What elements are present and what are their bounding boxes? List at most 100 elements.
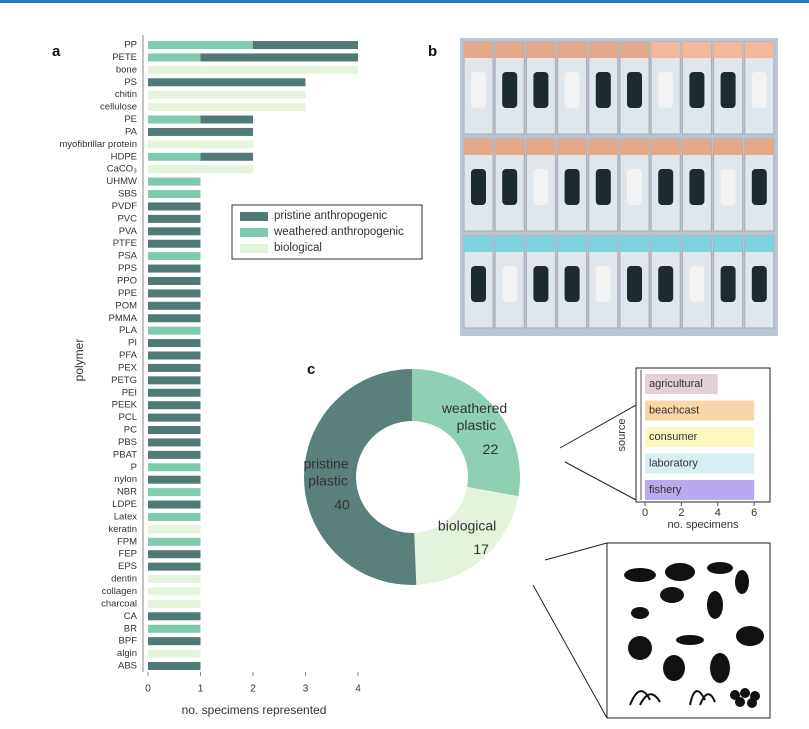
y-axis-label: source — [616, 418, 628, 451]
bar — [148, 426, 201, 435]
slide-tab — [620, 236, 649, 252]
bar — [148, 289, 201, 298]
x-tick-label: 3 — [303, 684, 309, 695]
bar-label: fishery — [649, 484, 682, 496]
specimen — [627, 72, 642, 108]
connector — [532, 584, 608, 719]
y-tick-label: bone — [116, 64, 137, 75]
bar — [148, 65, 358, 74]
specimen — [689, 266, 705, 302]
y-tick-label: PI — [128, 338, 137, 349]
slide-tab — [682, 236, 712, 252]
y-tick-label: EPS — [118, 561, 137, 572]
slide-tab — [744, 42, 774, 58]
bar-label: beachcast — [649, 404, 699, 416]
specimen — [564, 72, 580, 108]
specimen — [533, 72, 549, 108]
connector — [559, 404, 637, 449]
y-tick-label: PBAT — [113, 449, 137, 460]
specimen — [627, 266, 642, 302]
bar — [645, 374, 718, 394]
y-tick-label: PPS — [118, 263, 137, 274]
specimen — [627, 169, 642, 205]
segment-label: biological — [438, 517, 496, 533]
bar — [148, 562, 201, 571]
y-tick-label: PEX — [118, 362, 138, 373]
specimen — [751, 72, 767, 108]
top-rule — [0, 0, 809, 3]
specimen — [502, 72, 518, 108]
y-tick-label: PPO — [117, 275, 137, 286]
bar — [148, 78, 306, 87]
segment-label: pristine plastic — [304, 455, 353, 488]
bar-label: agricultural — [649, 378, 703, 390]
bar — [148, 376, 201, 385]
y-tick-label: dentin — [111, 574, 137, 585]
bar — [148, 463, 201, 472]
bar — [645, 480, 755, 500]
specimen — [720, 169, 736, 205]
bar — [148, 500, 201, 509]
y-tick-label: PEI — [122, 387, 137, 398]
bar — [645, 400, 755, 421]
y-tick-label: PS — [124, 77, 137, 88]
bar — [148, 363, 201, 372]
y-tick-label: algin — [117, 648, 137, 659]
x-tick-label: 4 — [355, 684, 361, 695]
bar — [148, 475, 201, 484]
bar — [200, 152, 253, 161]
bar — [148, 53, 201, 62]
specimen — [502, 266, 518, 302]
slide-tab — [620, 42, 649, 58]
connector — [564, 461, 637, 501]
bar — [148, 575, 201, 584]
bar — [200, 115, 253, 124]
bar — [148, 450, 201, 459]
y-tick-label: CA — [124, 611, 138, 622]
specimen — [720, 266, 736, 302]
y-tick-label: ABS — [118, 661, 137, 672]
slide-tab — [526, 139, 556, 155]
slide-tab — [588, 42, 618, 58]
bar — [148, 438, 201, 447]
segment-label: weathered plastic — [441, 400, 511, 433]
x-tick-label: 0 — [145, 684, 151, 695]
slide-tab — [744, 236, 774, 252]
specimen — [595, 72, 611, 108]
y-tick-label: PFA — [119, 350, 138, 361]
y-tick-label: PVDF — [112, 201, 138, 212]
y-tick-label: PVA — [119, 226, 138, 237]
bar — [148, 115, 201, 124]
panel-label: b — [428, 43, 437, 60]
y-tick-label: keratin — [108, 524, 137, 535]
slide-tab — [713, 236, 743, 252]
bar — [148, 550, 201, 559]
y-tick-label: PETG — [111, 375, 137, 386]
slide-tab — [464, 236, 493, 252]
value-label: 17 — [473, 541, 489, 557]
specimen — [533, 169, 549, 205]
donut-segment — [303, 369, 417, 586]
silhouettes — [606, 542, 771, 719]
y-tick-label: PETE — [112, 52, 137, 63]
specimen — [751, 266, 767, 302]
y-tick-label: Latex — [114, 511, 137, 522]
specimen — [751, 169, 767, 205]
slide-tab — [588, 139, 618, 155]
y-tick-label: PA — [125, 126, 138, 137]
bar — [148, 301, 201, 310]
legend-label: biological — [274, 242, 322, 254]
y-tick-label: PEEK — [112, 400, 138, 411]
y-tick-label: chitin — [115, 89, 137, 100]
value-label: 22 — [483, 441, 499, 457]
bar — [200, 53, 358, 62]
bar — [148, 512, 201, 521]
bar — [148, 488, 201, 497]
bar — [148, 339, 201, 348]
bar — [148, 587, 201, 596]
y-tick-label: POM — [115, 300, 137, 311]
slide-tab — [682, 139, 712, 155]
x-tick-label: 6 — [751, 507, 757, 519]
bar — [148, 413, 201, 422]
